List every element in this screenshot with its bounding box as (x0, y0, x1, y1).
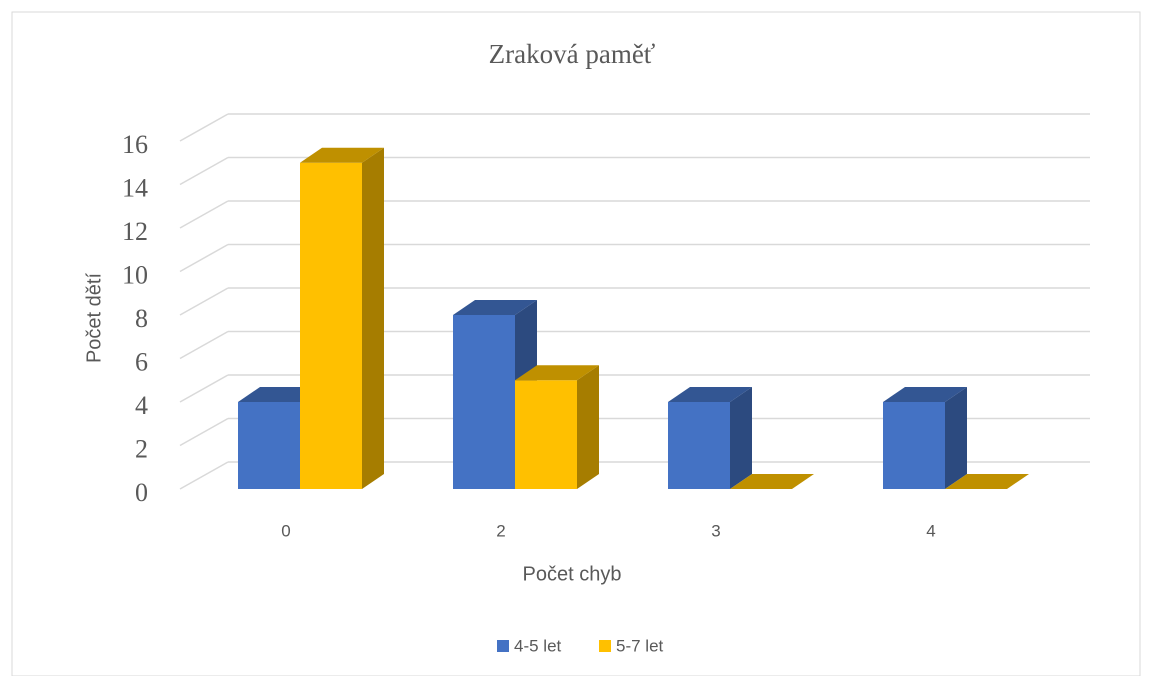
bar-side (362, 147, 384, 489)
grid-line-side (179, 113, 229, 142)
y-tick-label: 16 (122, 130, 148, 159)
bar-top (668, 387, 752, 402)
y-tick-label: 12 (122, 217, 148, 246)
bar-front (238, 402, 300, 489)
x-axis-title: Počet chyb (523, 563, 622, 585)
grid-line-side (179, 417, 229, 447)
x-tick-label: 4 (926, 521, 935, 540)
y-axis-title: Počet dětí (83, 273, 105, 364)
x-tick-label: 3 (711, 521, 720, 540)
y-tick-label: 4 (135, 391, 148, 420)
grid-line-side (179, 461, 229, 490)
y-tick-label: 10 (122, 260, 148, 289)
y-tick-label: 8 (135, 304, 148, 333)
bar-side (945, 387, 967, 489)
bar (300, 147, 384, 489)
bar-top (515, 365, 599, 381)
bar-side (577, 365, 599, 489)
chart-title: Zraková paměť (489, 39, 656, 69)
y-tick-label: 14 (122, 173, 148, 202)
legend-swatch (599, 640, 611, 652)
bar (668, 387, 752, 489)
bar-front (668, 402, 730, 489)
legend-label: 4-5 let (514, 636, 562, 655)
bar (883, 387, 967, 489)
grid-line-side (179, 200, 229, 229)
grid-line-side (179, 156, 229, 186)
grid-line-side (179, 287, 229, 316)
y-tick-label: 6 (135, 347, 148, 376)
grid-line-side (179, 243, 229, 273)
x-tick-label: 2 (496, 521, 505, 540)
bar (730, 474, 814, 489)
bar-front (300, 162, 362, 489)
grid-line-side (179, 330, 229, 360)
bar (945, 474, 1029, 489)
grid-line-side (179, 374, 229, 403)
bar-top (453, 300, 537, 315)
bar (515, 365, 599, 489)
chart-frame (11, 11, 1141, 676)
y-tick-label: 2 (135, 434, 148, 463)
bar-top (883, 387, 967, 402)
legend-swatch (497, 640, 509, 652)
bar-front (515, 380, 577, 489)
y-tick-label: 0 (135, 478, 148, 507)
bar-top (730, 474, 814, 489)
bar-side (730, 387, 752, 489)
bar-top (300, 147, 384, 163)
legend-label: 5-7 let (616, 636, 664, 655)
bar-front (883, 402, 945, 489)
bar-front (453, 315, 515, 489)
x-tick-label: 0 (281, 521, 290, 540)
bar-top (945, 474, 1029, 489)
